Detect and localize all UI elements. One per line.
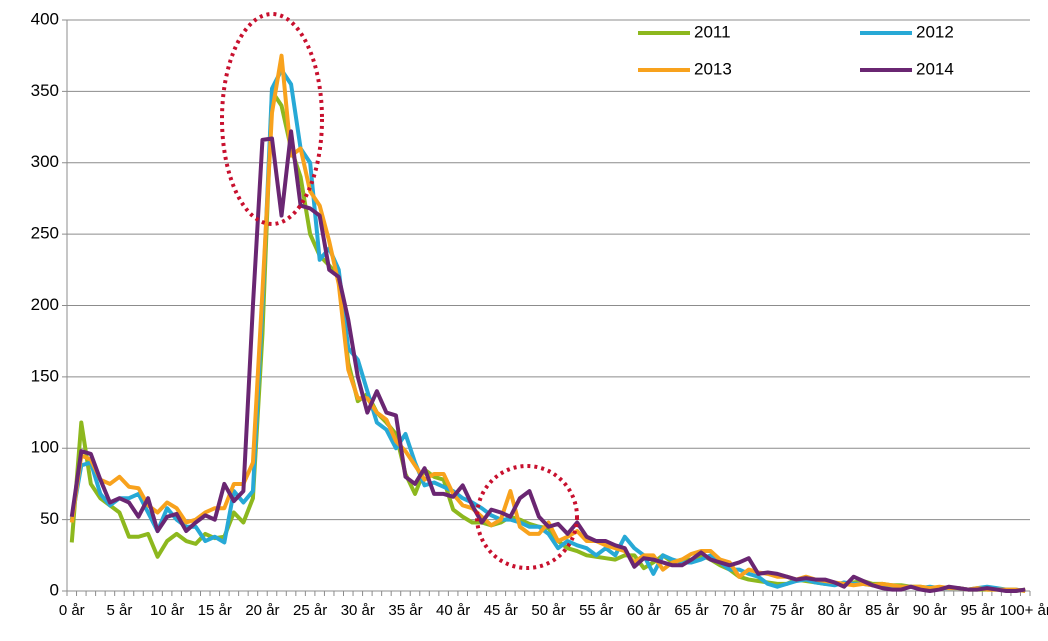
legend-label: 2014 xyxy=(916,59,954,78)
x-tick-label: 30 år xyxy=(341,602,375,619)
x-tick-label: 90 år xyxy=(913,602,947,619)
y-tick-label: 150 xyxy=(31,366,59,385)
x-tick-label: 20 år xyxy=(245,602,279,619)
x-tick-label: 40 år xyxy=(436,602,470,619)
series-line xyxy=(69,129,1026,593)
x-tick-label: 85 år xyxy=(865,602,899,619)
y-tick-label: 300 xyxy=(31,152,59,171)
highlight-ellipse xyxy=(475,464,579,570)
x-tick-label: 50 år xyxy=(531,602,565,619)
x-tick-label: 75 år xyxy=(770,602,804,619)
x-tick-label: 70 år xyxy=(722,602,756,619)
highlight-ellipse xyxy=(220,12,324,226)
x-tick-label: 15 år xyxy=(198,602,232,619)
y-tick-label: 250 xyxy=(31,224,59,243)
x-tick-label: 95 år xyxy=(960,602,994,619)
y-tick-label: 350 xyxy=(31,81,59,100)
legend-label: 2012 xyxy=(916,22,954,41)
x-tick-label: 65 år xyxy=(674,602,708,619)
x-tick-label: 35 år xyxy=(388,602,422,619)
y-tick-label: 0 xyxy=(50,580,59,599)
x-tick-label: 60 år xyxy=(627,602,661,619)
y-tick-label: 50 xyxy=(40,509,59,528)
x-tick-label: 80 år xyxy=(817,602,851,619)
legend-label: 2013 xyxy=(694,59,732,78)
x-tick-label: 55 år xyxy=(579,602,613,619)
y-tick-label: 200 xyxy=(31,295,59,314)
x-tick-label: 100+ år xyxy=(1000,602,1048,619)
legend-label: 2011 xyxy=(694,22,731,41)
y-tick-label: 400 xyxy=(31,9,59,28)
series-line xyxy=(69,53,1026,593)
x-tick-label: 5 år xyxy=(107,602,133,619)
y-tick-label: 100 xyxy=(31,438,59,457)
x-tick-label: 25 år xyxy=(293,602,327,619)
x-tick-label: 10 år xyxy=(150,602,184,619)
x-tick-label: 0 år xyxy=(59,602,85,619)
x-tick-label: 45 år xyxy=(484,602,518,619)
